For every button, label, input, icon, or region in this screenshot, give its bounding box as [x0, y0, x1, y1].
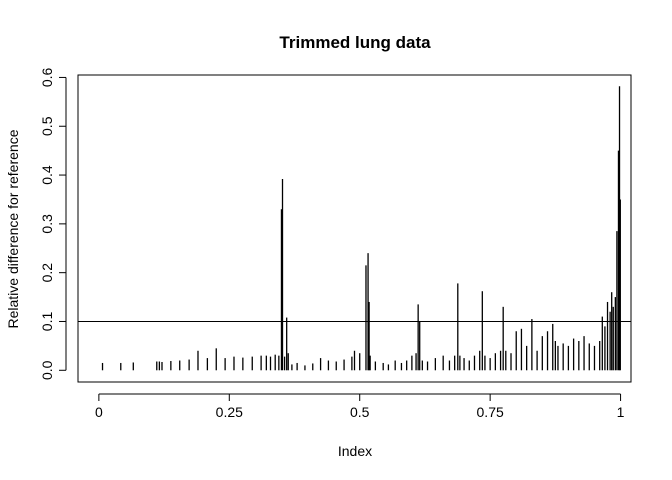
y-tick-label: 0.3: [39, 214, 55, 234]
y-axis: 0.0 0.1 0.2 0.3 0.4 0.5 0.6: [39, 67, 67, 380]
y-tick-label: 0.0: [39, 360, 55, 380]
y-tick-label: 0.2: [39, 263, 55, 283]
y-axis-label: Relative difference for reference: [5, 129, 21, 328]
x-tick-label: 1: [617, 404, 625, 420]
chart-title: Trimmed lung data: [279, 33, 431, 52]
x-tick-label: 0.25: [216, 404, 243, 420]
y-tick-label: 0.5: [39, 116, 55, 136]
y-tick-label: 0.1: [39, 312, 55, 332]
x-axis-label: Index: [338, 443, 372, 459]
x-tick-label: 0: [95, 404, 103, 420]
y-tick-label: 0.4: [39, 165, 55, 185]
x-axis: 0 0.25 0.5 0.75 1: [95, 393, 625, 420]
x-tick-label: 0.5: [350, 404, 370, 420]
bars-group: [101, 86, 621, 371]
plot-frame: [77, 74, 632, 383]
x-tick-label: 0.75: [477, 404, 504, 420]
y-tick-label: 0.6: [39, 67, 55, 87]
